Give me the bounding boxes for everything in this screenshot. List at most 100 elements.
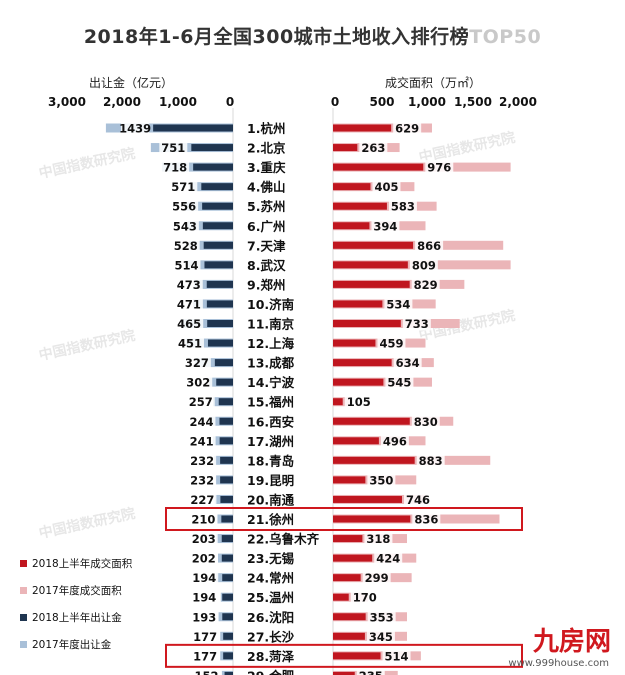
value-label-bg <box>187 414 216 429</box>
table-row: 528 7.天津 866 <box>171 238 504 253</box>
bar-2018-area <box>333 320 401 327</box>
legend-label: 2017年度出让金 <box>32 638 112 651</box>
legend-item: 2018上半年成交面积 <box>20 557 133 570</box>
table-row: 232 19.昆明 350 <box>188 472 417 488</box>
right-tick-500: 500 <box>369 95 394 109</box>
bar-2018-area <box>333 222 370 230</box>
bar-2018-area <box>333 515 411 523</box>
bar-2018-land-revenue <box>191 144 233 152</box>
value-label-revenue: 471 <box>177 297 201 311</box>
bar-2018-land-revenue <box>220 476 233 484</box>
legend-item: 2018上半年出让金 <box>20 611 122 624</box>
city-label: 25.温州 <box>247 590 294 605</box>
table-row: 257 15.福州 105 <box>186 394 373 410</box>
left-axis-label: 出让金（亿元） <box>89 75 173 90</box>
value-label-area: 263 <box>361 141 385 155</box>
city-label: 26.沈阳 <box>247 610 294 625</box>
bar-2018-land-revenue <box>216 378 233 386</box>
value-label-area: 350 <box>369 473 393 487</box>
value-label-revenue: 451 <box>178 337 202 351</box>
value-label-bg <box>191 629 220 644</box>
value-label-area: 634 <box>396 356 420 370</box>
bar-2018-area <box>333 280 410 288</box>
value-label-area: 733 <box>405 317 429 331</box>
right-axis-label: 成交面积（万㎡） <box>385 75 481 90</box>
bar-2018-land-revenue <box>207 320 233 327</box>
table-row: 194 25.温州 170 <box>190 590 379 605</box>
bar-2017-land-revenue <box>194 358 233 368</box>
value-label-bg <box>190 590 219 605</box>
value-label-revenue: 194 <box>192 571 216 585</box>
value-label-area: 534 <box>386 297 410 311</box>
value-label-revenue: 241 <box>190 434 214 448</box>
table-row: 203 22.乌鲁木齐 318 <box>189 531 407 547</box>
bar-2018-land-revenue <box>214 359 233 367</box>
bar-2018-land-revenue <box>223 632 233 640</box>
value-label-area: 170 <box>353 591 377 605</box>
value-label-bg <box>367 609 396 624</box>
value-label-revenue: 257 <box>189 395 213 409</box>
value-label-revenue: 718 <box>163 161 187 175</box>
value-label-bg <box>404 492 433 507</box>
city-label: 18.青岛 <box>247 453 294 468</box>
value-label-area: 830 <box>414 415 438 429</box>
city-label: 4.佛山 <box>247 180 285 195</box>
value-label-bg <box>169 179 198 194</box>
value-label-bg <box>171 238 200 253</box>
value-label-bg <box>411 277 440 292</box>
legend-swatch <box>20 641 27 648</box>
table-row: 152 29.合肥 235 <box>192 668 398 675</box>
bar-2018-land-revenue <box>223 652 233 660</box>
value-label-bg <box>121 121 150 135</box>
value-label-bg <box>190 570 219 585</box>
watermark-text: 中国指数研究院 <box>37 327 136 364</box>
table-row: 302 14.宁波 545 <box>184 375 432 390</box>
value-label-bg <box>393 121 422 135</box>
city-label: 7.天津 <box>247 238 286 253</box>
city-label: 1.杭州 <box>247 121 285 136</box>
value-label-area: 809 <box>412 258 436 272</box>
right-tick-0: 0 <box>331 95 339 109</box>
value-label-bg <box>170 199 199 214</box>
city-label: 13.成都 <box>247 356 295 371</box>
bar-2018-area <box>333 495 403 503</box>
bar-2018-area <box>333 632 365 640</box>
table-row: 751 2.北京 263 <box>150 140 400 156</box>
value-label-revenue: 751 <box>161 141 185 155</box>
value-label-bg <box>344 394 373 409</box>
bar-2018-land-revenue <box>219 417 233 425</box>
bar-2018-area <box>333 417 410 425</box>
value-label-area: 514 <box>385 649 409 663</box>
value-label-revenue: 1439 <box>119 122 151 136</box>
table-row: 465 11.南京 733 <box>175 316 460 332</box>
bar-2018-area <box>333 124 392 132</box>
city-label: 8.武汉 <box>247 258 286 273</box>
value-label-bg <box>412 512 441 526</box>
bar-2018-land-revenue <box>206 300 233 308</box>
city-label: 28.菏泽 <box>247 649 295 664</box>
value-label-bg <box>416 453 445 468</box>
city-label: 22.乌鲁木齐 <box>247 532 320 547</box>
bar-2018-area <box>333 300 383 308</box>
value-label-area: 746 <box>406 493 430 507</box>
legend-swatch <box>20 560 27 567</box>
value-label-bg <box>425 160 454 175</box>
value-label-bg <box>192 668 221 675</box>
table-row: 718 3.重庆 976 <box>161 160 511 175</box>
bar-2018-land-revenue <box>219 437 233 445</box>
table-row: 571 4.佛山 405 <box>169 179 415 195</box>
bar-2018-area <box>333 535 363 543</box>
city-label: 20.南通 <box>247 492 295 507</box>
value-label-bg <box>175 336 204 351</box>
value-label-bg <box>189 531 218 546</box>
value-label-area: 496 <box>383 434 407 448</box>
value-label-bg <box>350 590 379 605</box>
value-label-area: 299 <box>365 571 389 585</box>
value-label-bg <box>174 296 203 311</box>
value-label-revenue: 543 <box>173 219 197 233</box>
bar-2017-area <box>333 436 426 446</box>
city-label: 23.无锡 <box>247 551 295 566</box>
table-row: 227 20.南通 746 <box>188 492 433 507</box>
value-label-bg <box>377 336 406 351</box>
legend-swatch <box>20 614 27 621</box>
